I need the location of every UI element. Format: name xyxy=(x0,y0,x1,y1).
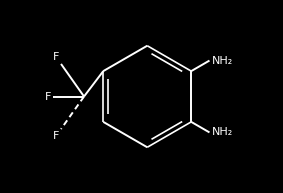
Text: NH₂: NH₂ xyxy=(211,56,233,66)
Text: F: F xyxy=(53,131,59,141)
Text: F: F xyxy=(53,52,59,62)
Text: F: F xyxy=(45,91,52,102)
Text: NH₂: NH₂ xyxy=(211,127,233,137)
